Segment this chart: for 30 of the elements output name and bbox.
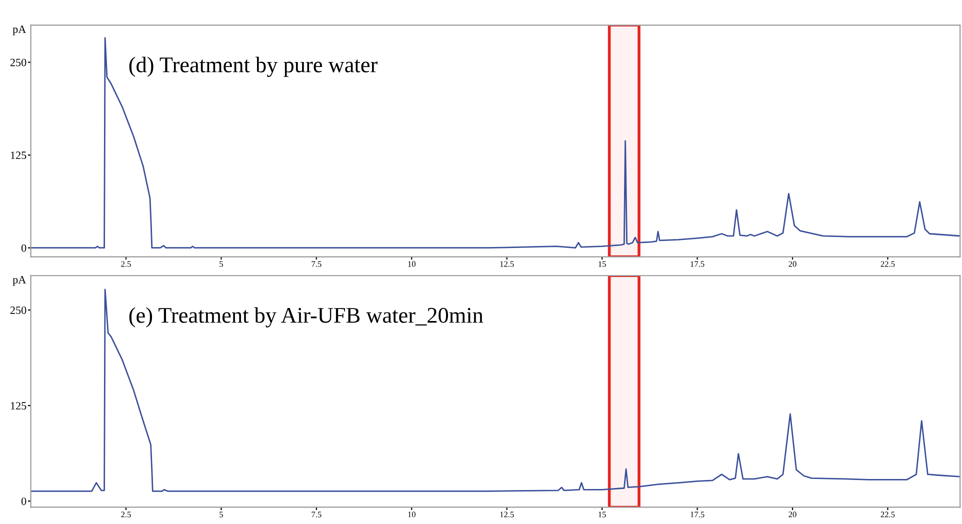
x-tick-label: 22.5 bbox=[880, 261, 895, 267]
x-tick-label: 5 bbox=[220, 261, 223, 267]
y-tick-label: 0 bbox=[21, 244, 26, 252]
x-tick-label: 10 bbox=[408, 512, 416, 518]
y-tick-label: 0 bbox=[21, 498, 26, 506]
line-series bbox=[30, 37, 960, 249]
x-tick-label: 20 bbox=[788, 512, 796, 518]
annotation: (d) Treatment by pure water bbox=[129, 56, 378, 77]
x-tick-label: 15 bbox=[598, 261, 606, 267]
annotation: (e) Treatment by Air-UFB water_20min bbox=[129, 307, 484, 328]
x-tick-label: 20 bbox=[788, 261, 796, 267]
y-axis-title: pA bbox=[12, 276, 26, 286]
x-tick-label: 17.5 bbox=[690, 261, 704, 267]
y-tick-label: 125 bbox=[10, 152, 26, 160]
x-tick-label: 5 bbox=[220, 512, 223, 518]
x-tick-label: 2.5 bbox=[121, 512, 131, 518]
y-axis-title: pA bbox=[12, 26, 26, 36]
x-tick-label: 22.5 bbox=[880, 512, 895, 518]
x-tick-label: 2.5 bbox=[121, 261, 131, 267]
y-tick-label: 125 bbox=[10, 402, 26, 410]
x-tick-label: 17.5 bbox=[690, 512, 704, 518]
y-tick-label: 250 bbox=[10, 306, 26, 314]
x-tick-label: 15 bbox=[598, 512, 606, 518]
y-tick-label: 250 bbox=[10, 58, 26, 66]
x-tick-label: 12.5 bbox=[500, 261, 514, 267]
x-tick-label: 10 bbox=[408, 261, 416, 267]
line-series bbox=[30, 288, 960, 492]
x-tick-label: 12.5 bbox=[500, 512, 514, 518]
x-tick-label: 7.5 bbox=[312, 512, 322, 518]
x-tick-label: 7.5 bbox=[312, 261, 322, 267]
